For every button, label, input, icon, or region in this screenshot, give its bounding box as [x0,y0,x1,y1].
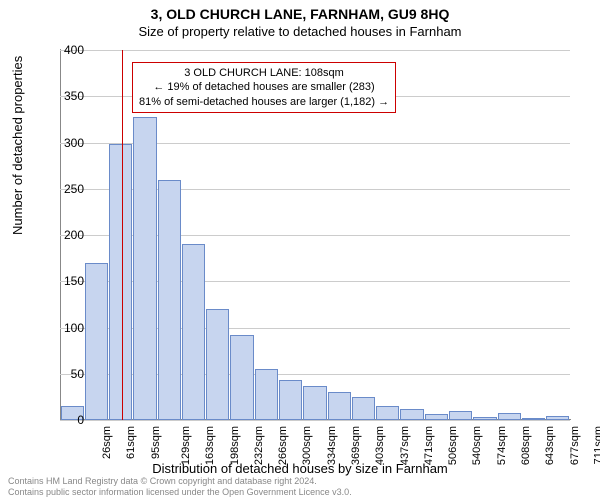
y-tick-label: 350 [44,89,84,103]
bar [522,418,545,420]
x-tick-label: 163sqm [204,426,216,465]
x-tick-label: 61sqm [125,426,137,459]
x-tick-label: 608sqm [520,426,532,465]
bar [206,309,229,420]
x-tick-label: 437sqm [399,426,411,465]
footer-line-2: Contains public sector information licen… [8,487,352,498]
bar [133,117,156,420]
plot-region: 3 OLD CHURCH LANE: 108sqm← 19% of detach… [60,50,570,420]
bar [376,406,399,420]
bar [255,369,278,420]
x-tick-label: 266sqm [277,426,289,465]
x-tick-label: 403sqm [374,426,386,465]
x-tick-label: 506sqm [447,426,459,465]
bar [328,392,351,420]
x-tick-label: 26sqm [101,426,113,459]
chart-area: 3 OLD CHURCH LANE: 108sqm← 19% of detach… [60,50,570,420]
x-tick-label: 643sqm [544,426,556,465]
x-tick-label: 198sqm [229,426,241,465]
bar [303,386,326,420]
annotation-line: 3 OLD CHURCH LANE: 108sqm [139,66,389,80]
y-tick-label: 0 [44,413,84,427]
x-tick-label: 471sqm [423,426,435,465]
y-tick-label: 250 [44,182,84,196]
x-tick-label: 711sqm [592,426,600,464]
y-tick-label: 100 [44,321,84,335]
bar [279,380,302,420]
y-tick-label: 150 [44,274,84,288]
x-tick-label: 95sqm [150,426,162,459]
bar [109,144,132,420]
x-tick-label: 300sqm [302,426,314,465]
x-tick-label: 129sqm [180,426,192,465]
bar [158,180,181,421]
x-tick-label: 574sqm [496,426,508,465]
y-tick-label: 400 [44,43,84,57]
x-tick-label: 334sqm [326,426,338,465]
footer-line-1: Contains HM Land Registry data © Crown c… [8,476,352,487]
y-tick-label: 300 [44,136,84,150]
bar [473,417,496,420]
y-axis-label: Number of detached properties [10,56,25,235]
grid-line [60,420,570,421]
bar [546,416,569,420]
annotation-line: ← 19% of detached houses are smaller (28… [139,80,389,94]
bar [182,244,205,420]
annotation-box: 3 OLD CHURCH LANE: 108sqm← 19% of detach… [132,62,396,113]
marker-line [122,50,123,420]
page-subtitle: Size of property relative to detached ho… [0,24,600,39]
x-axis-label: Distribution of detached houses by size … [0,461,600,476]
x-tick-label: 232sqm [253,426,265,465]
bar [230,335,253,420]
y-tick-label: 200 [44,228,84,242]
bar [449,411,472,420]
x-tick-label: 540sqm [472,426,484,465]
bar [85,263,108,420]
bar [352,397,375,420]
chart-container: 3, OLD CHURCH LANE, FARNHAM, GU9 8HQ Siz… [0,0,600,500]
y-tick-label: 50 [44,367,84,381]
page-title: 3, OLD CHURCH LANE, FARNHAM, GU9 8HQ [0,0,600,22]
x-tick-label: 677sqm [569,426,581,465]
bar [498,413,521,420]
bar [425,414,448,420]
footer-attribution: Contains HM Land Registry data © Crown c… [8,476,352,498]
x-tick-label: 369sqm [350,426,362,465]
annotation-line: 81% of semi-detached houses are larger (… [139,95,389,109]
bar [400,409,423,420]
